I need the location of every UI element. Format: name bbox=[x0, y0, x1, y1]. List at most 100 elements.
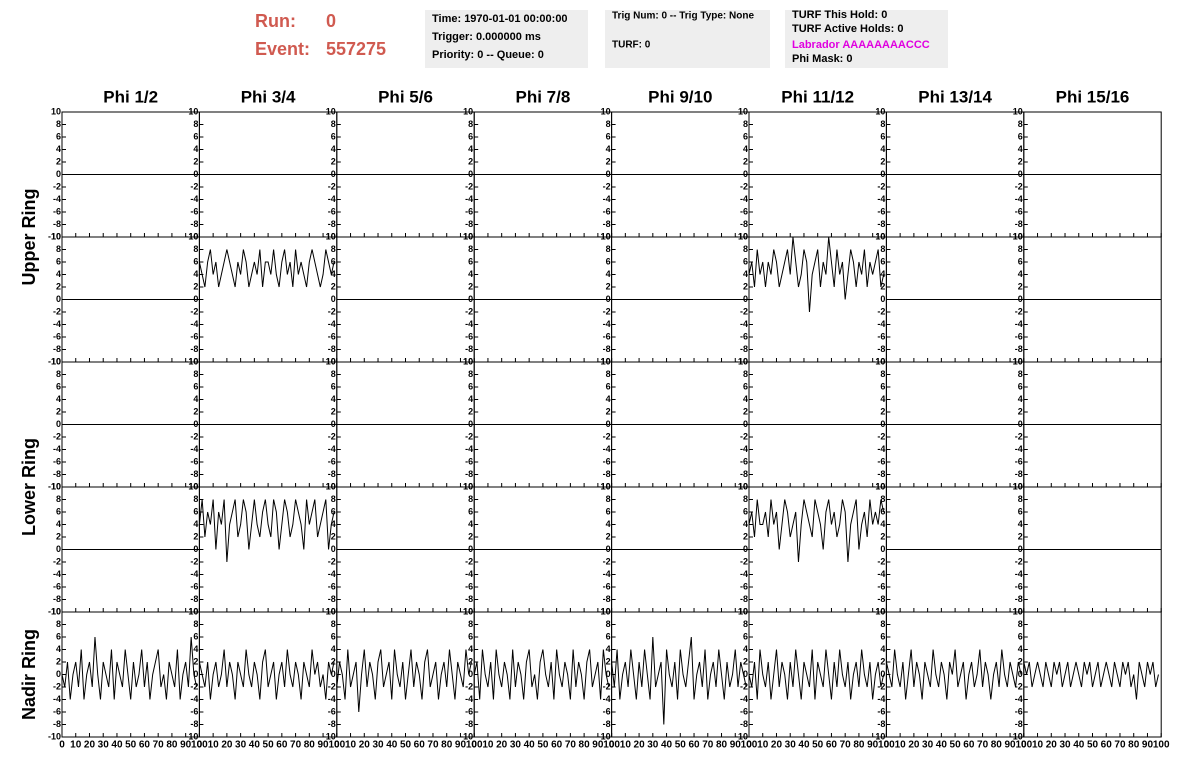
x-tick-label: 50 bbox=[950, 740, 962, 751]
y-tick-label: -6 bbox=[190, 456, 198, 466]
y-tick-label: -4 bbox=[1015, 694, 1023, 704]
y-tick-label: -2 bbox=[603, 306, 611, 316]
x-tick-label: 90 bbox=[455, 740, 467, 751]
y-tick-label: 10 bbox=[51, 106, 61, 116]
y-tick-label: 6 bbox=[56, 131, 61, 141]
y-tick-label: 6 bbox=[1018, 381, 1023, 391]
waveform bbox=[336, 649, 472, 713]
y-tick-label: -8 bbox=[740, 594, 748, 604]
y-tick-label: 4 bbox=[880, 644, 885, 654]
info-text: Trigger: 0.000000 ms bbox=[432, 31, 541, 43]
x-tick-label: 10 bbox=[70, 740, 82, 751]
y-tick-label: 10 bbox=[51, 231, 61, 241]
y-tick-label: 4 bbox=[193, 519, 198, 529]
y-tick-label: -4 bbox=[603, 194, 611, 204]
y-tick-label: 2 bbox=[56, 281, 61, 291]
y-tick-label: 10 bbox=[326, 356, 336, 366]
y-tick-label: 10 bbox=[875, 106, 885, 116]
x-tick-label: 70 bbox=[153, 740, 165, 751]
y-tick-label: -8 bbox=[740, 469, 748, 479]
y-tick-label: 6 bbox=[606, 256, 611, 266]
y-tick-label: -8 bbox=[603, 219, 611, 229]
y-tick-label: 2 bbox=[743, 156, 748, 166]
y-tick-label: -4 bbox=[740, 319, 748, 329]
y-tick-label: 4 bbox=[606, 144, 611, 154]
y-tick-label: -4 bbox=[53, 694, 61, 704]
x-tick-label: 10 bbox=[895, 740, 907, 751]
y-tick-label: -6 bbox=[465, 456, 473, 466]
y-tick-label: 2 bbox=[331, 406, 336, 416]
y-tick-label: -6 bbox=[740, 581, 748, 591]
y-tick-label: 0 bbox=[606, 169, 611, 179]
y-tick-label: 8 bbox=[743, 244, 748, 254]
y-tick-label: 8 bbox=[1018, 619, 1023, 629]
y-tick-label: 6 bbox=[743, 631, 748, 641]
x-tick-label: 70 bbox=[977, 740, 989, 751]
y-tick-label: -8 bbox=[190, 594, 198, 604]
y-tick-label: -4 bbox=[1015, 444, 1023, 454]
waveform bbox=[1023, 661, 1159, 700]
y-tick-label: -2 bbox=[603, 681, 611, 691]
waveform bbox=[198, 249, 335, 288]
y-tick-label: 2 bbox=[606, 531, 611, 541]
y-tick-label: 4 bbox=[331, 144, 336, 154]
y-tick-label: 2 bbox=[880, 281, 885, 291]
y-tick-label: -4 bbox=[53, 569, 61, 579]
y-tick-label: 2 bbox=[1018, 281, 1023, 291]
y-tick-label: 6 bbox=[880, 256, 885, 266]
y-tick-label: -2 bbox=[465, 181, 473, 191]
y-tick-label: 8 bbox=[1018, 494, 1023, 504]
y-tick-label: -4 bbox=[53, 444, 61, 454]
y-tick-label: -2 bbox=[328, 431, 336, 441]
run-label: Run: bbox=[255, 11, 296, 31]
y-tick-label: -10 bbox=[735, 606, 748, 616]
y-tick-label: -8 bbox=[465, 469, 473, 479]
y-tick-label: 0 bbox=[880, 294, 885, 304]
x-tick-label: 20 bbox=[359, 740, 371, 751]
y-tick-label: -10 bbox=[185, 731, 198, 741]
x-tick-label: 0 bbox=[471, 740, 477, 751]
x-tick-label: 50 bbox=[1087, 740, 1099, 751]
y-tick-label: 4 bbox=[193, 644, 198, 654]
row-title: Lower Ring bbox=[19, 438, 39, 536]
y-tick-label: -8 bbox=[1015, 719, 1023, 729]
y-tick-label: 8 bbox=[193, 244, 198, 254]
info-text: TURF Active Holds: 0 bbox=[792, 23, 903, 35]
y-tick-label: -6 bbox=[328, 331, 336, 341]
y-tick-label: -6 bbox=[603, 456, 611, 466]
y-tick-label: -2 bbox=[190, 681, 198, 691]
y-tick-label: -6 bbox=[740, 706, 748, 716]
y-tick-label: -8 bbox=[53, 344, 61, 354]
y-tick-label: -6 bbox=[465, 706, 473, 716]
run-value: 0 bbox=[326, 11, 336, 31]
y-tick-label: 8 bbox=[331, 619, 336, 629]
column-title: Phi 15/16 bbox=[1056, 87, 1130, 106]
y-tick-label: -10 bbox=[872, 356, 885, 366]
y-tick-label: -2 bbox=[877, 181, 885, 191]
y-tick-label: 2 bbox=[193, 281, 198, 291]
y-tick-label: -8 bbox=[465, 719, 473, 729]
y-tick-label: 2 bbox=[468, 156, 473, 166]
y-tick-label: -2 bbox=[1015, 556, 1023, 566]
x-tick-label: 80 bbox=[991, 740, 1003, 751]
y-tick-label: 0 bbox=[331, 544, 336, 554]
y-tick-label: -8 bbox=[328, 469, 336, 479]
x-tick-label: 60 bbox=[276, 740, 288, 751]
y-tick-label: 4 bbox=[331, 519, 336, 529]
y-tick-label: -10 bbox=[598, 481, 611, 491]
y-tick-label: -6 bbox=[328, 706, 336, 716]
y-tick-label: -4 bbox=[877, 569, 885, 579]
column-title: Phi 11/12 bbox=[781, 87, 854, 106]
y-tick-label: -6 bbox=[53, 331, 61, 341]
y-tick-label: 8 bbox=[1018, 369, 1023, 379]
x-tick-label: 20 bbox=[771, 740, 783, 751]
y-tick-label: -6 bbox=[190, 331, 198, 341]
y-tick-label: 2 bbox=[331, 156, 336, 166]
y-tick-label: -8 bbox=[1015, 594, 1023, 604]
info-box bbox=[605, 10, 770, 68]
y-tick-label: 10 bbox=[1013, 231, 1023, 241]
y-tick-label: -2 bbox=[328, 681, 336, 691]
y-tick-label: 0 bbox=[193, 544, 198, 554]
y-tick-label: 0 bbox=[331, 169, 336, 179]
y-tick-label: -4 bbox=[328, 444, 336, 454]
